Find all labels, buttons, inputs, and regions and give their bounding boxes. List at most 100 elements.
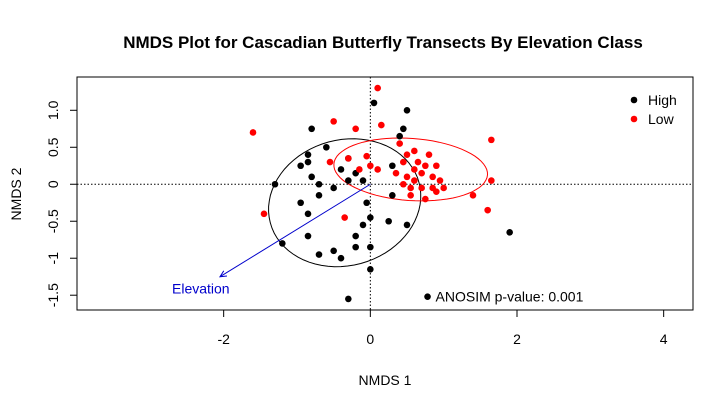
point-low — [356, 166, 363, 173]
point-high — [330, 247, 337, 255]
point-low — [411, 147, 418, 155]
point-low — [367, 162, 374, 170]
legend-marker-low — [630, 115, 638, 123]
point-high — [403, 106, 411, 114]
point-high — [337, 166, 345, 173]
point-high — [367, 214, 374, 221]
point-high — [297, 199, 304, 207]
vector-arrowhead — [219, 270, 228, 278]
point-high — [271, 180, 279, 188]
point-high — [345, 295, 352, 303]
point-high — [315, 180, 323, 188]
point-low — [414, 158, 422, 166]
vector-label: Elevation — [172, 281, 230, 297]
x-tick-label: 0 — [366, 331, 374, 347]
point-low — [407, 184, 414, 192]
point-low — [436, 177, 444, 184]
point-high — [308, 125, 315, 133]
point-high — [363, 199, 370, 207]
point-low — [411, 177, 418, 184]
point-low — [469, 192, 477, 199]
y-axis-label: NMDS 2 — [8, 167, 24, 220]
point-high — [396, 132, 403, 140]
y-tick-label: -1 — [45, 252, 61, 265]
legend: High Low — [630, 92, 677, 127]
point-high — [506, 229, 513, 236]
y-tick-label: 0.5 — [45, 137, 61, 157]
legend-label-low: Low — [648, 111, 675, 127]
y-tick-label: 1.0 — [45, 100, 61, 120]
point-low — [352, 125, 359, 133]
point-low — [400, 158, 407, 166]
point-low — [433, 162, 440, 170]
point-low — [418, 184, 425, 192]
point-high — [279, 240, 286, 247]
point-high — [385, 217, 392, 225]
y-tick-label: -1.5 — [45, 283, 61, 307]
point-low — [260, 210, 268, 218]
point-low — [429, 184, 436, 192]
y-axis: -1.5 -1 -0.5 0 0.5 1.0 — [45, 100, 78, 307]
point-low — [418, 169, 425, 177]
point-high — [315, 251, 323, 258]
point-low — [403, 151, 411, 158]
point-low — [392, 169, 400, 177]
x-tick-label: -2 — [217, 331, 230, 347]
point-high — [389, 192, 396, 199]
point-low — [326, 158, 334, 166]
ellipse-high — [268, 138, 422, 268]
point-low — [403, 173, 411, 181]
chart-title: NMDS Plot for Cascadian Butterfly Transe… — [123, 33, 643, 52]
point-high — [304, 232, 312, 240]
point-high — [359, 221, 367, 229]
point-low — [488, 136, 495, 144]
data-points — [249, 84, 513, 303]
point-high — [352, 232, 359, 240]
point-low — [422, 195, 429, 203]
point-low — [484, 206, 491, 214]
point-high — [403, 221, 411, 229]
point-high — [367, 266, 374, 273]
y-tick-label: -0.5 — [45, 209, 61, 233]
point-low — [249, 129, 257, 136]
x-axis-label: NMDS 1 — [359, 372, 412, 388]
point-low — [407, 192, 414, 199]
point-high — [400, 125, 407, 133]
point-high — [330, 184, 337, 192]
x-axis: -2 0 2 4 — [217, 309, 668, 347]
point-high — [352, 243, 359, 251]
point-low — [429, 173, 436, 181]
point-high — [370, 99, 378, 107]
point-high — [297, 162, 304, 170]
reference-lines — [77, 77, 693, 310]
annotation-marker — [424, 293, 431, 300]
point-low — [425, 151, 433, 158]
point-low — [363, 152, 370, 160]
point-high — [323, 143, 330, 151]
point-low — [345, 155, 352, 162]
plot-frame — [76, 76, 694, 311]
point-low — [488, 177, 495, 184]
group-ellipses — [268, 137, 489, 268]
x-tick-label: 2 — [513, 331, 521, 347]
point-low — [440, 184, 447, 192]
point-high — [389, 162, 396, 170]
point-low — [396, 140, 403, 147]
legend-marker-high — [630, 96, 638, 104]
legend-label-high: High — [648, 92, 677, 108]
vector-line — [219, 183, 371, 278]
point-high — [359, 177, 367, 184]
point-high — [315, 192, 323, 199]
point-low — [330, 118, 337, 125]
x-tick-label: 4 — [660, 331, 668, 347]
annotation-text: ANOSIM p-value: 0.001 — [436, 289, 584, 305]
point-high — [304, 151, 312, 158]
point-low — [341, 214, 348, 221]
point-high — [345, 177, 352, 184]
point-low — [411, 166, 418, 173]
point-high — [304, 210, 312, 218]
point-low — [422, 162, 429, 170]
point-high — [367, 243, 374, 251]
ellipse-low — [333, 137, 489, 202]
